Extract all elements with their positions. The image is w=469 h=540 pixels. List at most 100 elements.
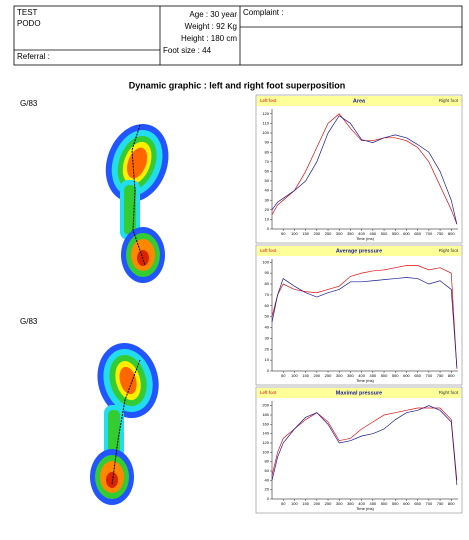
x-tick-label: 550 (392, 231, 399, 236)
x-tick-label: 600 (403, 231, 410, 236)
x-axis-label: Time (ms) (356, 236, 375, 241)
x-tick-label: 800 (448, 231, 455, 236)
x-tick-label: 250 (325, 373, 332, 378)
y-tick-label: 60 (265, 468, 270, 473)
y-tick-label: 100 (262, 130, 269, 135)
y-tick-label: 110 (263, 120, 270, 125)
y-tick-label: 200 (262, 403, 269, 408)
y-tick-label: 50 (265, 314, 270, 319)
y-tick-label: 60 (265, 168, 270, 173)
y-tick-label: 90 (265, 140, 270, 145)
x-tick-label: 50 (281, 373, 286, 378)
x-tick-label: 100 (291, 501, 298, 506)
y-tick-label: 20 (265, 207, 270, 212)
y-tick-label: 80 (265, 281, 270, 286)
x-tick-label: 50 (281, 501, 286, 506)
x-tick-label: 700 (426, 373, 433, 378)
name: TEST (17, 8, 38, 17)
x-tick-label: 350 (347, 501, 354, 506)
chart-panel (256, 245, 462, 385)
y-tick-label: 160 (262, 421, 269, 426)
x-axis-label: Time (ms) (356, 506, 375, 511)
y-tick-label: 50 (265, 178, 270, 183)
x-tick-label: 750 (437, 373, 444, 378)
x-tick-label: 100 (291, 373, 298, 378)
height: Height : 180 cm (181, 34, 237, 43)
x-tick-label: 150 (302, 231, 309, 236)
legend-right: Right foot (439, 98, 459, 103)
y-tick-label: 140 (262, 431, 269, 436)
y-tick-label: 60 (265, 303, 270, 308)
x-tick-label: 300 (336, 373, 343, 378)
y-tick-label: 30 (265, 197, 270, 202)
y-tick-label: 80 (265, 149, 270, 154)
legend-right: Right foot (439, 248, 459, 253)
y-tick-label: 40 (265, 477, 270, 482)
footprint (89, 336, 167, 505)
y-tick-label: 40 (265, 188, 270, 193)
x-tick-label: 350 (347, 231, 354, 236)
legend-left: Left foot (260, 390, 277, 395)
page: {"header":{"name":"TEST","surname":"PODO… (0, 0, 469, 535)
y-tick-label: 100 (262, 449, 269, 454)
complaint: Complaint : (243, 8, 283, 17)
x-tick-label: 750 (437, 501, 444, 506)
x-tick-label: 700 (426, 231, 433, 236)
x-tick-label: 800 (448, 373, 455, 378)
x-tick-label: 250 (325, 501, 332, 506)
y-tick-label: 90 (265, 270, 270, 275)
footprint-label: G/83 (20, 317, 38, 326)
y-tick-label: 120 (262, 440, 269, 445)
y-tick-label: 120 (262, 111, 269, 116)
x-tick-label: 800 (448, 501, 455, 506)
document: TEST PODO Referral : Age : 30 year Weigh… (0, 0, 469, 535)
x-tick-label: 500 (381, 501, 388, 506)
x-tick-label: 600 (403, 373, 410, 378)
y-tick-label: 30 (265, 335, 270, 340)
x-tick-label: 750 (437, 231, 444, 236)
x-tick-label: 200 (313, 501, 320, 506)
y-tick-label: 10 (265, 357, 270, 362)
surname: PODO (17, 19, 41, 28)
x-tick-label: 50 (281, 231, 286, 236)
chart-title: Area (353, 98, 366, 104)
x-tick-label: 350 (347, 373, 354, 378)
chart-panel (256, 387, 462, 513)
y-tick-label: 180 (262, 412, 269, 417)
x-tick-label: 650 (414, 501, 421, 506)
chart-title: Average pressure (336, 248, 382, 254)
legend-left: Left foot (260, 98, 277, 103)
x-tick-label: 650 (414, 231, 421, 236)
x-tick-label: 150 (302, 373, 309, 378)
chart-panel (256, 95, 462, 243)
x-tick-label: 550 (392, 373, 399, 378)
header-table (14, 6, 462, 65)
x-axis-label: Time (ms) (356, 378, 375, 383)
y-tick-label: 70 (265, 292, 270, 297)
x-tick-label: 650 (414, 373, 421, 378)
y-tick-label: 20 (265, 346, 270, 351)
foot-size: Foot size : 44 (163, 46, 212, 55)
legend-left: Left foot (260, 248, 277, 253)
chart-title: Maximal pressure (336, 390, 382, 396)
legend-right: Right foot (439, 390, 459, 395)
x-tick-label: 500 (381, 231, 388, 236)
x-tick-label: 250 (325, 231, 332, 236)
y-tick-label: 20 (265, 487, 270, 492)
x-tick-label: 300 (336, 231, 343, 236)
y-tick-label: 80 (265, 459, 270, 464)
footprint-label: G/83 (20, 99, 38, 108)
x-tick-label: 300 (336, 501, 343, 506)
y-tick-label: 70 (265, 159, 270, 164)
age: Age : 30 year (189, 10, 237, 19)
x-tick-label: 550 (392, 501, 399, 506)
y-tick-label: 100 (262, 259, 269, 264)
referral: Referral : (17, 52, 50, 61)
y-tick-label: 10 (265, 216, 270, 221)
x-tick-label: 100 (291, 231, 298, 236)
x-tick-label: 200 (313, 373, 320, 378)
x-tick-label: 200 (313, 231, 320, 236)
weight: Weight : 92 Kg (185, 22, 237, 31)
x-tick-label: 600 (403, 501, 410, 506)
x-tick-label: 700 (426, 501, 433, 506)
